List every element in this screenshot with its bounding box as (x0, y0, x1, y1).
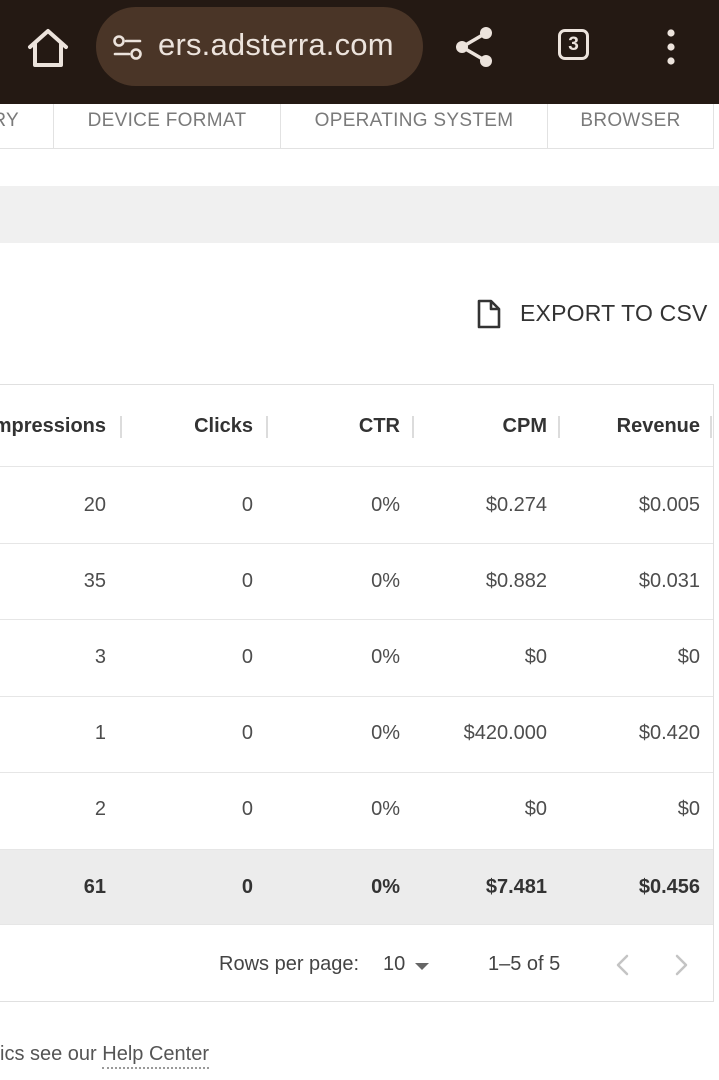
more-vert-icon[interactable] (660, 28, 682, 68)
filter-tabs: RY DEVICE FORMAT OPERATING SYSTEM BROWSE… (0, 104, 719, 150)
table-row: 3 0 0% $0 $0 (0, 620, 713, 697)
cell-revenue: $0 (677, 798, 700, 820)
cell-impressions: 3 (94, 646, 106, 668)
column-resizer[interactable] (120, 416, 122, 438)
total-revenue: $0.456 (638, 876, 700, 898)
rows-per-page-select[interactable]: 10 (383, 953, 406, 975)
cell-impressions: 1 (94, 722, 106, 744)
cell-clicks: 0 (241, 570, 253, 592)
site-settings-icon[interactable] (112, 33, 144, 63)
column-resizer[interactable] (558, 416, 560, 438)
total-clicks: 0 (241, 876, 253, 898)
column-resizer[interactable] (710, 416, 712, 438)
tab-switcher-icon[interactable]: 3 (558, 29, 589, 60)
export-csv-label: EXPORT TO CSV (520, 300, 708, 326)
col-revenue[interactable]: Revenue (616, 415, 700, 437)
cell-cpm: $420.000 (463, 722, 547, 744)
chevron-right-icon[interactable] (669, 951, 693, 979)
tab-operating-system[interactable]: OPERATING SYSTEM (280, 104, 548, 149)
cell-ctr: 0% (371, 494, 400, 516)
table-row: 1 0 0% $420.000 $0.420 (0, 697, 713, 773)
url-text[interactable]: ers.adsterra.com (158, 27, 394, 62)
cell-impressions: 2 (94, 798, 106, 820)
pagination-range: 1–5 of 5 (488, 953, 561, 975)
cell-impressions: 35 (83, 570, 106, 592)
share-icon[interactable] (452, 24, 498, 70)
table-row: 2 0 0% $0 $0 (0, 773, 713, 850)
cell-revenue: $0 (677, 646, 700, 668)
cell-ctr: 0% (371, 570, 400, 592)
cell-cpm: $0.274 (485, 494, 547, 516)
table-total-row: 61 0 0% $7.481 $0.456 (0, 850, 713, 925)
cell-revenue: $0.031 (638, 570, 700, 592)
file-icon (476, 299, 502, 329)
cell-clicks: 0 (241, 798, 253, 820)
col-cpm[interactable]: CPM (502, 415, 547, 437)
cell-clicks: 0 (241, 494, 253, 516)
address-bar[interactable]: ers.adsterra.com (96, 7, 423, 86)
cell-revenue: $0.420 (638, 722, 700, 744)
table-pagination: Rows per page: 10 1–5 of 5 (0, 925, 713, 1001)
help-text: ics see our Help Center (0, 1043, 209, 1069)
cell-ctr: 0% (371, 722, 400, 744)
cell-cpm: $0 (524, 646, 547, 668)
export-csv-button[interactable]: EXPORT TO CSV (476, 298, 707, 332)
total-cpm: $7.481 (485, 876, 547, 898)
filter-bar (0, 186, 719, 243)
cell-revenue: $0.005 (638, 494, 700, 516)
cell-impressions: 20 (83, 494, 106, 516)
tab-browser[interactable]: BROWSER (547, 104, 714, 149)
col-clicks[interactable]: Clicks (194, 415, 253, 437)
total-impressions: 61 (83, 876, 106, 898)
cell-cpm: $0 (524, 798, 547, 820)
cell-clicks: 0 (241, 722, 253, 744)
home-icon[interactable] (22, 22, 74, 74)
chevron-left-icon[interactable] (611, 951, 635, 979)
table-header: mpressions Clicks CTR CPM Revenue (0, 385, 713, 467)
col-ctr[interactable]: CTR (358, 415, 400, 437)
cell-ctr: 0% (371, 646, 400, 668)
column-resizer[interactable] (412, 416, 414, 438)
stats-table: mpressions Clicks CTR CPM Revenue 20 0 0… (0, 384, 714, 1002)
tab-device-format[interactable]: DEVICE FORMAT (53, 104, 281, 149)
cell-clicks: 0 (241, 646, 253, 668)
table-row: 35 0 0% $0.882 $0.031 (0, 544, 713, 620)
help-center-link[interactable]: Help Center (102, 1043, 209, 1069)
rows-per-page-label: Rows per page: (219, 953, 360, 975)
caret-down-icon[interactable] (415, 963, 429, 970)
cell-cpm: $0.882 (485, 570, 547, 592)
table-row: 20 0 0% $0.274 $0.005 (0, 467, 713, 544)
total-ctr: 0% (371, 876, 400, 898)
help-prefix: ics see our (0, 1043, 103, 1065)
cell-ctr: 0% (371, 798, 400, 820)
tab-country[interactable]: RY (0, 104, 54, 149)
column-resizer[interactable] (266, 416, 268, 438)
col-impressions[interactable]: mpressions (0, 415, 106, 437)
browser-toolbar: ers.adsterra.com 3 (0, 0, 719, 104)
